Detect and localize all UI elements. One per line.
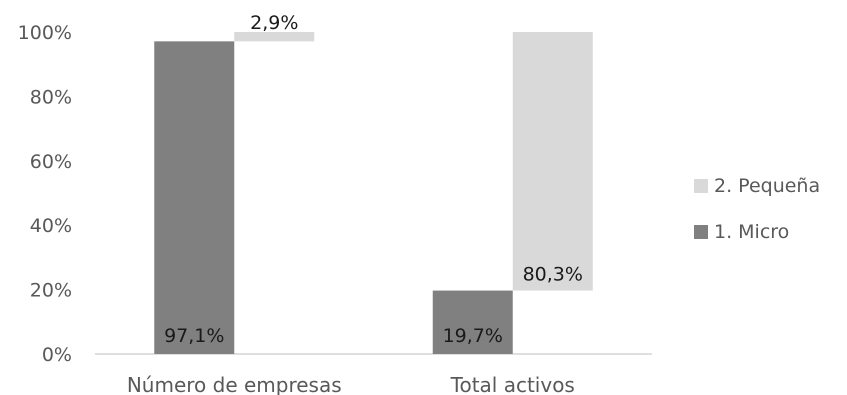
legend-swatch-micro: [694, 225, 708, 239]
x-category-label: Total activos: [450, 373, 575, 395]
bar-pequena: [234, 32, 315, 42]
legend: 2. Pequeña 1. Micro: [694, 174, 820, 266]
bar-micro: [154, 41, 235, 354]
y-axis: 0% 20% 40% 60% 80% 100%: [18, 22, 72, 366]
y-tick-label: 40%: [30, 215, 72, 237]
bars: [154, 32, 593, 354]
bar-pequena: [512, 32, 593, 291]
y-tick-label: 80%: [30, 86, 72, 108]
x-category-label: Número de empresas: [127, 373, 342, 395]
data-label-pequena: 80,3%: [523, 264, 583, 286]
legend-label-pequena: 2. Pequeña: [714, 175, 821, 197]
y-tick-label: 100%: [18, 22, 72, 44]
legend-label-micro: 1. Micro: [714, 221, 790, 243]
data-label-pequena: 2,9%: [250, 12, 298, 34]
y-tick-label: 60%: [30, 151, 72, 173]
data-labels: 97,1% 2,9% 19,7% 80,3%: [164, 12, 583, 347]
legend-item-pequena: 2. Pequeña: [694, 174, 820, 198]
data-label-micro: 97,1%: [164, 325, 224, 347]
x-axis: Número de empresas Total activos: [127, 373, 575, 395]
data-label-micro: 19,7%: [443, 325, 503, 347]
legend-item-micro: 1. Micro: [694, 220, 820, 244]
legend-swatch-pequena: [694, 179, 708, 193]
bar-micro: [432, 290, 513, 354]
y-tick-label: 0%: [42, 344, 72, 366]
y-tick-label: 20%: [30, 280, 72, 302]
